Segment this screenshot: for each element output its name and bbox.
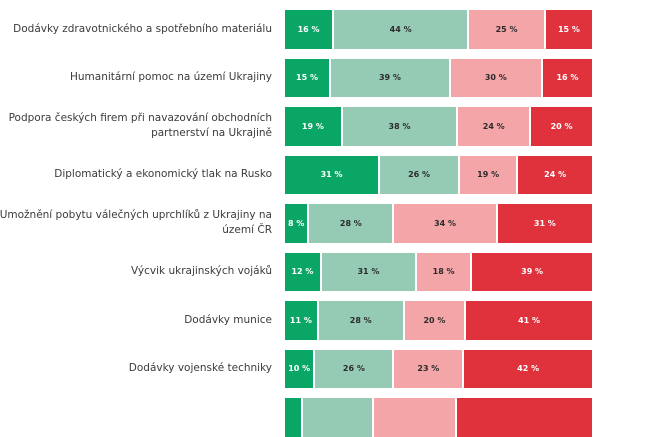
bar-segment-2: 31 % [321,252,417,291]
chart-row: Podpora českých firem při navazování obc… [0,107,658,146]
bar-segment-4: 42 % [464,349,592,388]
bar-segment-2: 26 % [315,349,395,388]
category-label: Podpora českých firem při navazování obc… [8,112,272,140]
value-label: 28 % [349,315,372,325]
stacked-bar-chart: Dodávky zdravotnického a spotřebního mat… [0,10,658,437]
value-label: 31 % [357,267,380,277]
stacked-bar: 8 % 28 % 34 % 31 % [285,204,592,243]
value-label: 25 % [495,24,518,34]
bar-segment-4: 16 % [542,58,592,97]
bar-segment-1: 19 % [285,107,343,146]
value-label: 19 % [477,170,500,180]
value-label: 31 % [533,218,556,228]
value-label: 16 % [556,73,579,83]
value-label: 39 % [521,267,544,277]
bar-segment-3: 19 % [459,155,519,194]
stacked-bar: 16 % 44 % 25 % 15 % [285,10,592,49]
value-label: 31 % [320,170,343,180]
category-label: Diplomatický a ekonomický tlak na Rusko [54,168,272,181]
category-label: Umožnění pobytu válečných uprchlíků z Uk… [0,209,272,237]
bar-segment-3: 30 % [450,58,543,97]
value-label: 41 % [518,315,540,325]
bar-segment-2: 28 % [309,204,395,243]
bar-segment-4: 39 % [472,252,592,291]
bar-segment-4: 20 % [531,107,592,146]
category-label: Dodávky munice [184,313,272,326]
bar-segment-3: 18 % [416,252,473,291]
bar-segment-1: 15 % [285,58,332,97]
bar-segment-2: 26 % [380,155,460,194]
category-label: Humanitární pomoc na území Ukrajiny [70,71,272,84]
category-label [0,398,272,437]
chart-row [0,398,658,437]
bar-segment-2: 44 % [334,10,470,49]
chart-row: Dodávky munice 11 % 28 % 20 % 41 % [0,301,658,340]
value-label: 23 % [417,364,440,374]
value-label: 20 % [550,121,573,131]
value-label: 20 % [423,315,446,325]
bar-segment-1: 12 % [285,252,322,291]
stacked-bar: 15 % 39 % 30 % 16 % [285,58,592,97]
bar-segment-1: 31 % [285,155,381,194]
bar-segment-1: 11 % [285,301,319,340]
value-label: 18 % [432,267,455,277]
value-label: 8 % [287,218,305,228]
bar-segment-4: 41 % [466,301,592,340]
chart-row: Umožnění pobytu válečných uprchlíků z Uk… [0,204,658,243]
value-label: 24 % [544,170,567,180]
value-label: 26 % [342,364,365,374]
stacked-bar: 11 % 28 % 20 % 41 % [285,301,592,340]
chart-row: Diplomatický a ekonomický tlak na Rusko 3… [0,155,658,194]
bar-segment-4: 24 % [518,155,592,194]
chart-row: Humanitární pomoc na území Ukrajiny 15 % 3… [0,58,658,97]
chart-row: Dodávky zdravotnického a spotřebního mat… [0,10,658,49]
stacked-bar: 31 % 26 % 19 % 24 % [285,155,592,194]
stacked-bar: 19 % 38 % 24 % 20 % [285,107,592,146]
category-label: Výcvik ukrajinských vojáků [131,265,272,278]
stacked-bar: 10 % 26 % 23 % 42 % [285,349,592,388]
chart-row: Výcvik ukrajinských vojáků 12 % 31 % 18 % 39… [0,252,658,291]
bar-segment-3: 24 % [458,107,532,146]
bar-segment-4 [456,398,592,437]
bar-segment-2 [303,398,375,437]
value-label: 19 % [301,121,324,131]
bar-segment-2: 39 % [331,58,451,97]
category-label: Dodávky vojenské techniky [128,362,272,375]
value-label: 24 % [482,121,505,131]
bar-segment-3: 25 % [469,10,546,49]
value-label: 10 % [288,364,311,374]
value-label: 26 % [408,170,431,180]
stacked-bar [285,398,592,437]
value-label: 16 % [297,24,320,34]
bar-segment-3: 34 % [394,204,498,243]
value-label: 38 % [388,121,411,131]
bar-segment-1 [285,398,304,437]
value-label: 39 % [378,73,401,83]
value-label: 12 % [291,267,314,277]
value-label: 44 % [389,24,412,34]
bar-segment-4: 31 % [497,204,592,243]
bar-segment-3: 23 % [394,349,465,388]
value-label: 42 % [517,364,540,374]
value-label: 28 % [339,218,362,228]
bar-segment-2: 38 % [342,107,459,146]
bar-segment-3 [374,398,457,437]
bar-segment-4: 15 % [545,10,592,49]
bar-segment-2: 28 % [318,301,405,340]
value-label: 11 % [289,315,312,325]
value-label: 34 % [434,218,457,228]
value-label: 15 % [296,73,318,83]
chart-row: Dodávky vojenské techniky 10 % 26 % 23 % 42 … [0,349,658,388]
bar-segment-1: 16 % [285,10,335,49]
value-label: 30 % [484,73,507,83]
category-label: Dodávky zdravotnického a spotřebního mat… [13,22,272,35]
bar-segment-1: 10 % [285,349,316,388]
stacked-bar: 12 % 31 % 18 % 39 % [285,252,592,291]
bar-segment-1: 8 % [285,204,310,243]
bar-segment-3: 20 % [404,301,467,340]
value-label: 15 % [557,24,580,34]
